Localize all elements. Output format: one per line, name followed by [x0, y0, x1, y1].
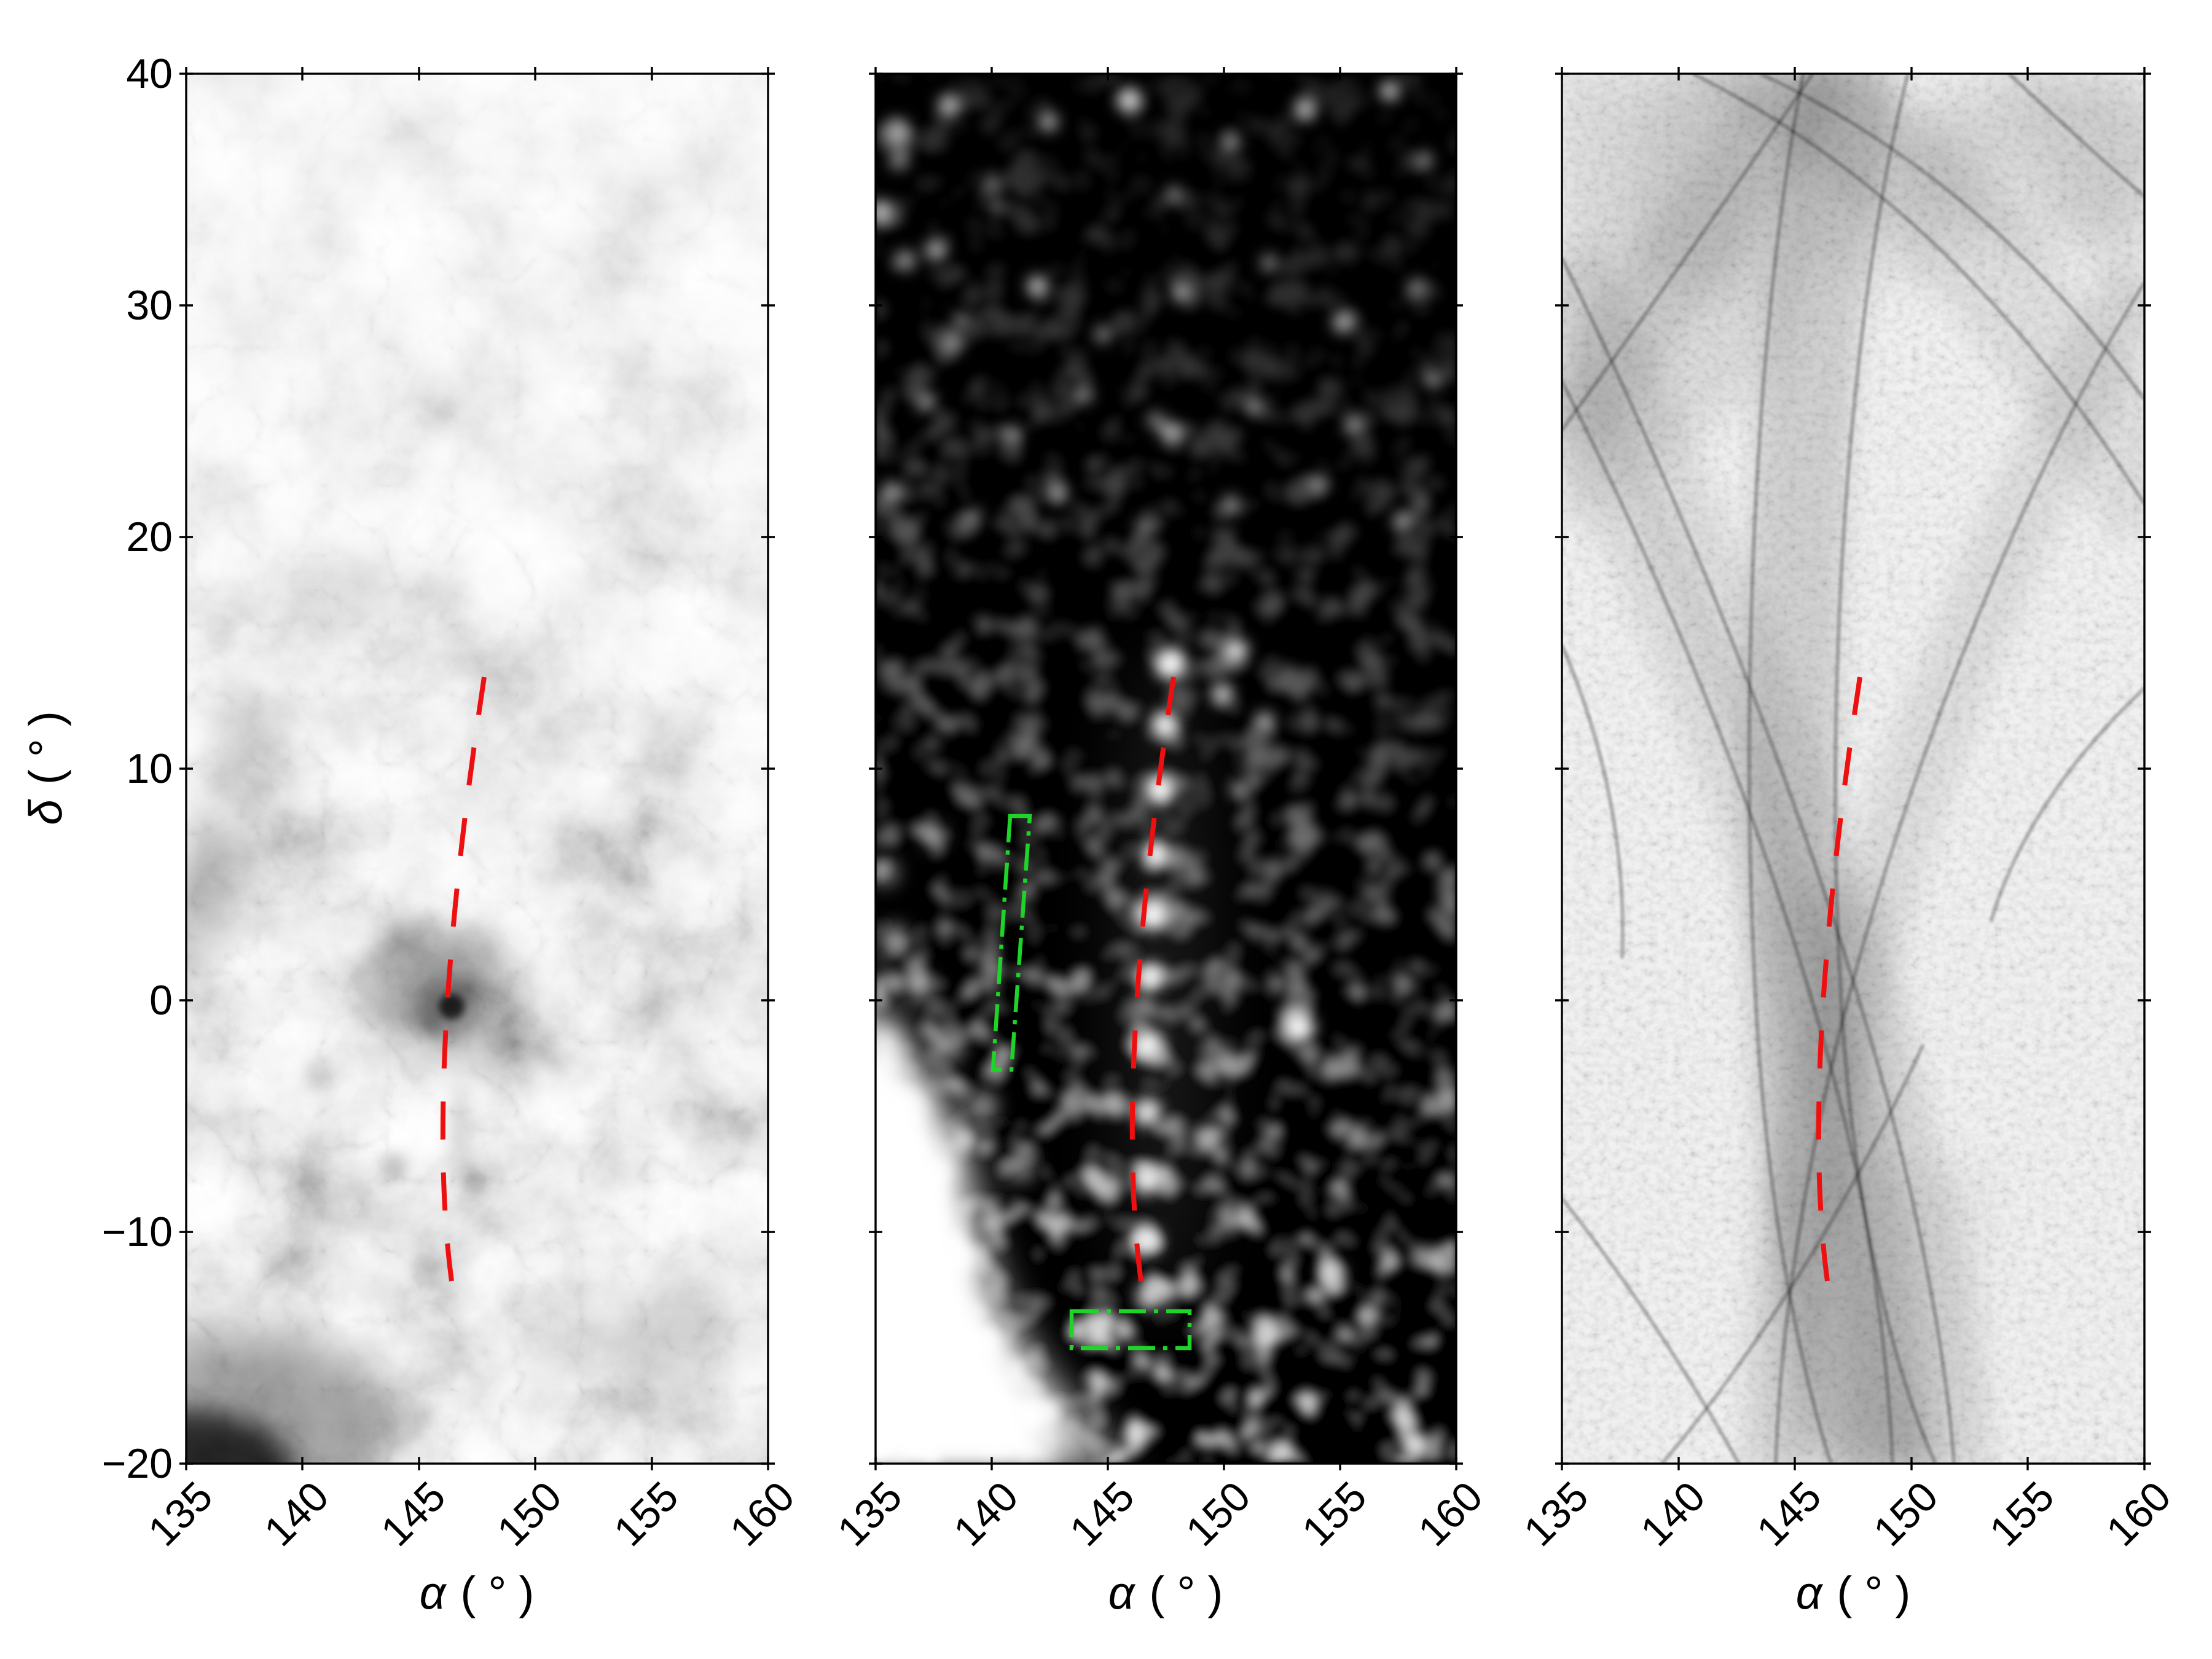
svg-text:−20: −20 — [102, 1440, 173, 1487]
svg-text:145: 145 — [1748, 1473, 1830, 1555]
svg-text:30: 30 — [126, 282, 173, 329]
svg-text:α(°): α(°) — [420, 1567, 535, 1618]
svg-text:160: 160 — [721, 1473, 804, 1555]
svg-text:155: 155 — [1293, 1473, 1376, 1555]
svg-text:150: 150 — [488, 1473, 571, 1555]
svg-text:160: 160 — [2098, 1473, 2180, 1555]
svg-text:150: 150 — [1177, 1473, 1260, 1555]
svg-text:−10: −10 — [102, 1209, 173, 1255]
svg-text:40: 40 — [126, 50, 173, 97]
svg-text:135: 135 — [1515, 1473, 1598, 1555]
svg-text:α(°): α(°) — [1796, 1567, 1911, 1618]
svg-text:140: 140 — [1632, 1473, 1714, 1555]
svg-text:150: 150 — [1865, 1473, 1947, 1555]
svg-text:20: 20 — [126, 514, 173, 560]
svg-text:140: 140 — [256, 1473, 338, 1555]
svg-text:160: 160 — [1410, 1473, 1492, 1555]
svg-text:0: 0 — [149, 977, 173, 1024]
svg-text:δ(°): δ(°) — [20, 711, 71, 825]
svg-text:155: 155 — [1981, 1473, 2063, 1555]
svg-text:145: 145 — [372, 1473, 455, 1555]
svg-text:155: 155 — [605, 1473, 688, 1555]
svg-text:145: 145 — [1061, 1473, 1143, 1555]
svg-text:α(°): α(°) — [1108, 1567, 1223, 1618]
svg-text:10: 10 — [126, 745, 173, 792]
svg-text:135: 135 — [829, 1473, 911, 1555]
svg-text:140: 140 — [945, 1473, 1027, 1555]
